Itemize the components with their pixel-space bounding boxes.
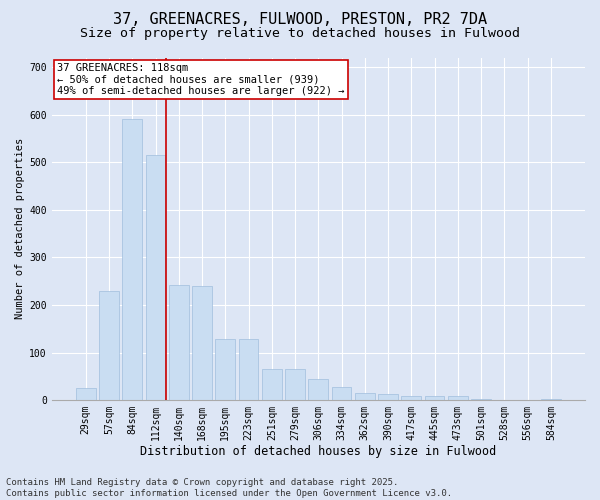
Bar: [122, 120, 142, 400]
Bar: [262, 370, 282, 400]
Bar: [169, 285, 188, 400]
Text: Size of property relative to detached houses in Fulwood: Size of property relative to detached ho…: [80, 28, 520, 40]
Bar: [378, 394, 398, 400]
Bar: [401, 396, 421, 400]
Text: 37 GREENACRES: 118sqm
← 50% of detached houses are smaller (939)
49% of semi-det: 37 GREENACRES: 118sqm ← 50% of detached …: [57, 62, 344, 96]
Bar: [355, 393, 375, 400]
Bar: [285, 370, 305, 400]
Bar: [448, 396, 468, 400]
Bar: [99, 290, 119, 400]
Bar: [76, 388, 95, 400]
X-axis label: Distribution of detached houses by size in Fulwood: Distribution of detached houses by size …: [140, 444, 496, 458]
Bar: [192, 286, 212, 400]
Text: 37, GREENACRES, FULWOOD, PRESTON, PR2 7DA: 37, GREENACRES, FULWOOD, PRESTON, PR2 7D…: [113, 12, 487, 28]
Bar: [332, 388, 352, 400]
Y-axis label: Number of detached properties: Number of detached properties: [15, 138, 25, 320]
Bar: [471, 399, 491, 400]
Bar: [425, 396, 445, 400]
Bar: [239, 340, 259, 400]
Bar: [146, 155, 166, 400]
Text: Contains HM Land Registry data © Crown copyright and database right 2025.
Contai: Contains HM Land Registry data © Crown c…: [6, 478, 452, 498]
Bar: [215, 340, 235, 400]
Bar: [308, 379, 328, 400]
